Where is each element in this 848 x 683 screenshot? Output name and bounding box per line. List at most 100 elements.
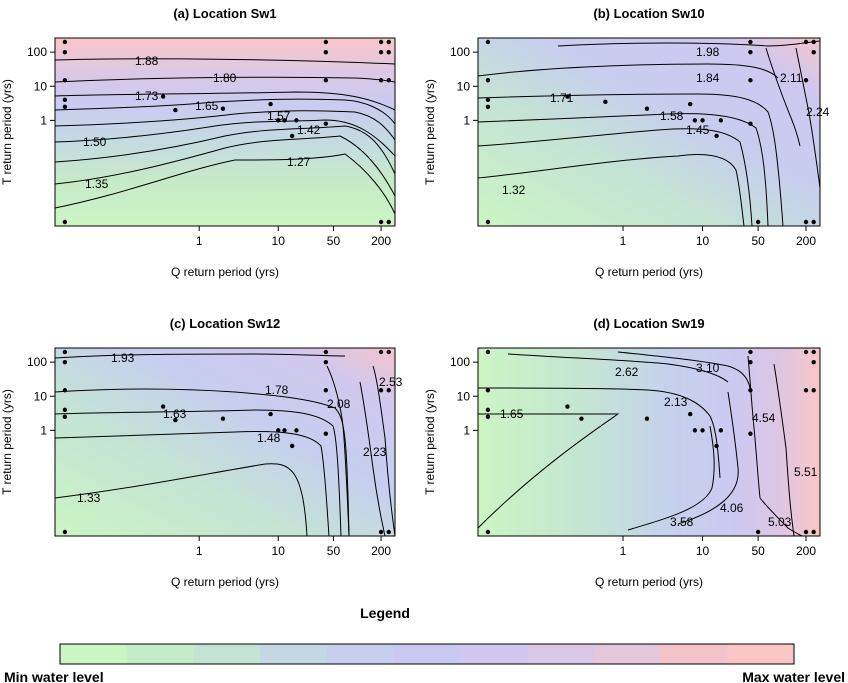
sample-point xyxy=(700,428,705,433)
contour-line xyxy=(773,363,795,537)
contour-fill xyxy=(478,38,820,226)
sample-point xyxy=(276,118,281,123)
contour-label: 1.73 xyxy=(135,89,159,103)
contour-label: 1.71 xyxy=(550,91,574,105)
sample-point xyxy=(386,49,391,55)
sample-point xyxy=(62,407,68,413)
chart-panels: (a) Location Sw11.881.801.731.651.571.50… xyxy=(0,6,830,589)
contour-label: 4.06 xyxy=(720,501,744,515)
contour-line xyxy=(759,497,803,537)
legend-frame xyxy=(59,643,795,665)
plot-frame xyxy=(477,347,821,537)
sample-point xyxy=(220,416,226,421)
contour-line xyxy=(677,391,739,525)
sample-point xyxy=(485,388,491,393)
sample-point xyxy=(276,428,281,433)
sample-point xyxy=(485,407,491,413)
sample-point xyxy=(811,349,816,355)
contour-line xyxy=(477,113,769,227)
contour-label: 1.88 xyxy=(135,54,159,68)
x-axis-label: Q return period (yrs) xyxy=(595,265,703,279)
sample-point xyxy=(62,414,68,419)
sample-point xyxy=(378,388,384,393)
contour-line xyxy=(54,58,396,65)
x-tick-label: 10 xyxy=(696,544,710,558)
y-axis-label: T return period (yrs) xyxy=(423,389,437,495)
contour-label: 2.13 xyxy=(664,395,688,409)
contour-label: 5.51 xyxy=(794,465,818,479)
sample-point xyxy=(748,349,753,355)
y-tick-label: 1 xyxy=(40,423,47,437)
panel-title: (d) Location Sw19 xyxy=(593,316,704,331)
sample-point xyxy=(811,359,816,365)
sample-point xyxy=(294,118,299,123)
sample-point xyxy=(718,118,724,123)
sample-point xyxy=(294,428,299,433)
contour-label: 1.27 xyxy=(287,155,311,169)
contour-label: 1.48 xyxy=(257,431,281,445)
contour-line xyxy=(54,431,330,537)
sample-point xyxy=(323,78,329,83)
x-tick-label: 200 xyxy=(371,234,391,248)
x-tick-label: 1 xyxy=(620,234,627,248)
y-tick-label: 100 xyxy=(27,355,47,369)
sample-point xyxy=(755,529,761,535)
contour-label: 1.84 xyxy=(696,71,720,85)
panel-title: (b) Location Sw10 xyxy=(593,6,704,21)
sample-point xyxy=(811,529,816,535)
sample-point xyxy=(323,359,329,365)
y-tick-label: 100 xyxy=(27,45,47,59)
contour-line xyxy=(54,125,396,175)
sample-point xyxy=(378,49,384,55)
contour-label: 1.45 xyxy=(686,123,710,137)
contour-label: 1.80 xyxy=(213,71,237,85)
contour-line xyxy=(54,135,396,197)
contour-label: 2.23 xyxy=(363,445,387,459)
contour-fill xyxy=(55,348,395,536)
sample-point xyxy=(62,359,68,365)
y-tick-label: 1 xyxy=(463,423,470,437)
contour-label: 1.32 xyxy=(502,183,526,197)
sample-point xyxy=(485,529,491,535)
plot-frame xyxy=(54,37,396,227)
x-tick-label: 10 xyxy=(696,234,710,248)
sample-point xyxy=(62,49,68,55)
sample-point xyxy=(748,388,753,393)
contour-line xyxy=(54,98,396,125)
contour-line xyxy=(54,91,396,111)
sample-point xyxy=(700,118,705,123)
contour-label: 2.08 xyxy=(327,397,351,411)
sample-point xyxy=(565,94,570,99)
contour-line xyxy=(477,413,620,529)
legend-swatch xyxy=(593,644,662,664)
sample-point xyxy=(485,104,491,109)
legend-swatch xyxy=(660,644,728,664)
sample-point xyxy=(289,133,295,139)
y-tick-label: 1 xyxy=(463,113,470,127)
sample-point xyxy=(688,101,693,107)
sample-point xyxy=(62,97,68,103)
sample-point xyxy=(748,121,753,126)
x-axis-label: Q return period (yrs) xyxy=(595,575,703,589)
plot-frame xyxy=(54,347,396,537)
sample-point xyxy=(323,388,329,393)
contour-label: 1.78 xyxy=(265,383,289,397)
contour-line xyxy=(477,154,745,227)
contour-line xyxy=(54,119,396,157)
sample-point xyxy=(811,388,816,393)
contour-label: 2.53 xyxy=(379,375,403,389)
contour-label: 1.98 xyxy=(696,45,720,59)
x-tick-label: 50 xyxy=(751,544,765,558)
chart-panel-3: (c) Location Sw12 1.93 1.78 2.08 2.53 1.63 1.4… xyxy=(0,316,403,589)
sample-point xyxy=(378,349,384,355)
legend: Legend Min water level Max water level xyxy=(4,605,845,683)
legend-swatch xyxy=(260,644,328,664)
legend-swatch xyxy=(326,644,395,664)
sample-point xyxy=(692,118,698,123)
x-tick-label: 1 xyxy=(196,544,203,558)
contour-line xyxy=(477,93,784,227)
legend-swatch xyxy=(126,644,194,664)
sample-point xyxy=(386,529,391,535)
x-tick-label: 1 xyxy=(196,234,203,248)
sample-point xyxy=(811,219,816,225)
